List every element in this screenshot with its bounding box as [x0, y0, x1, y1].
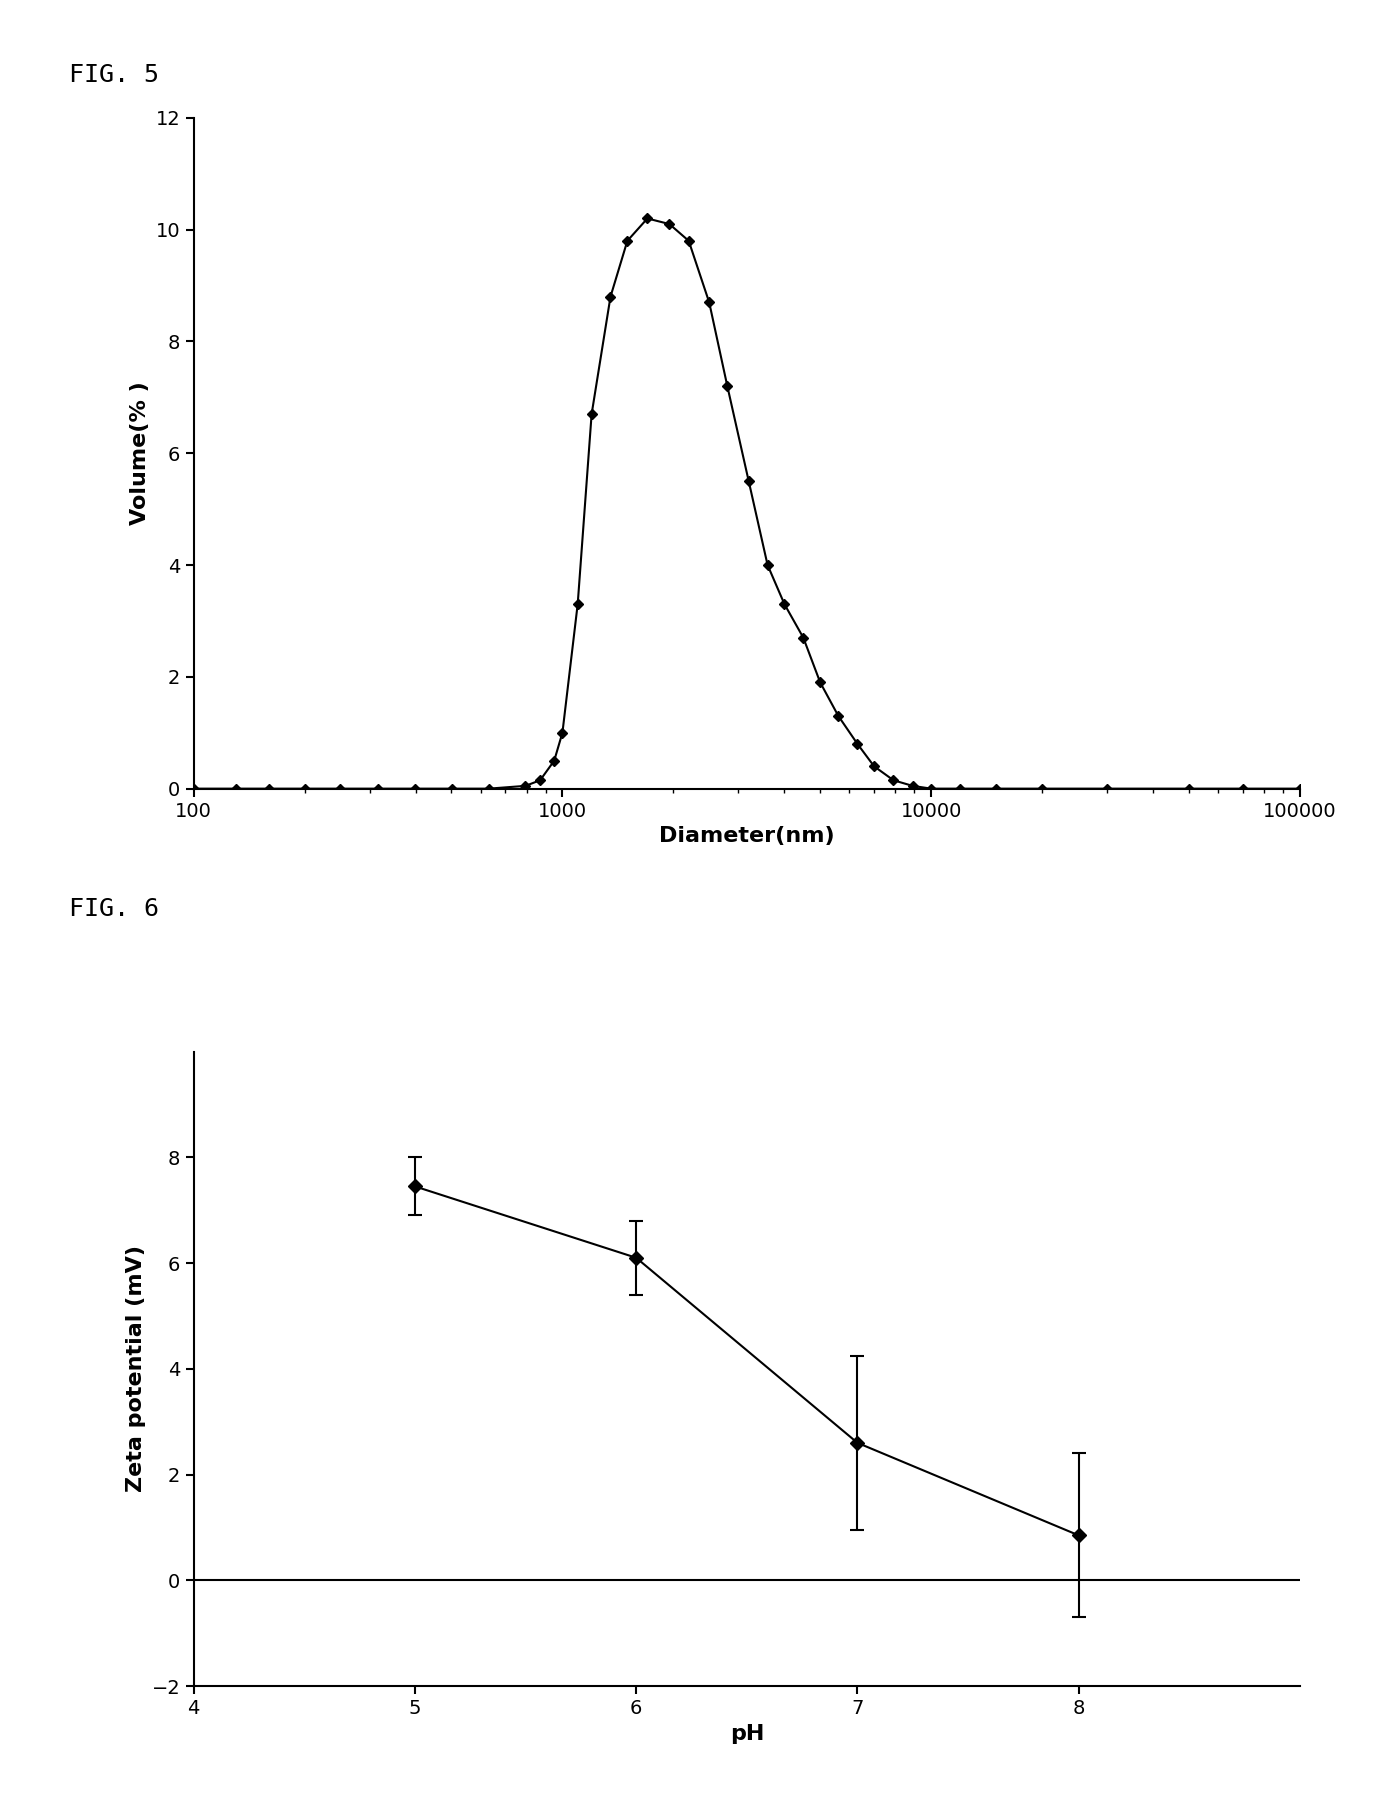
X-axis label: pH: pH	[730, 1724, 763, 1744]
Text: FIG. 5: FIG. 5	[69, 63, 159, 87]
X-axis label: Diameter(nm): Diameter(nm)	[660, 827, 834, 847]
Text: FIG. 6: FIG. 6	[69, 897, 159, 921]
Y-axis label: Zeta potential (mV): Zeta potential (mV)	[126, 1246, 147, 1492]
Y-axis label: Volume(% ): Volume(% )	[130, 381, 151, 526]
